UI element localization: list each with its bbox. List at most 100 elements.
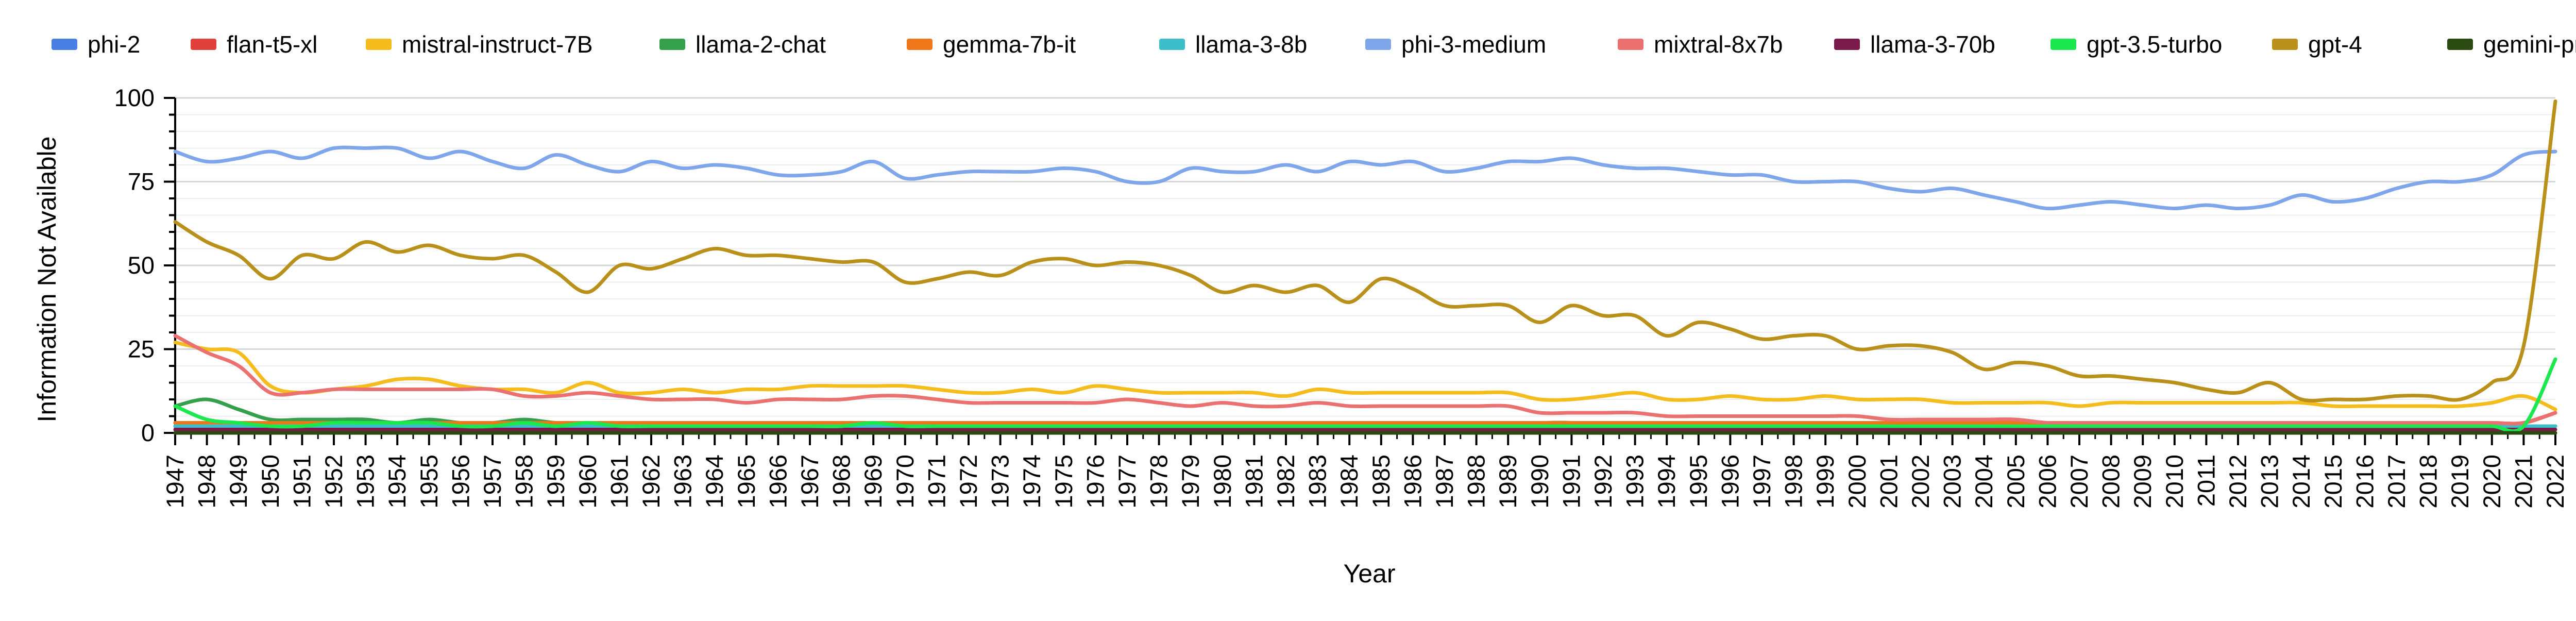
legend-item: gpt-4 (2272, 31, 2362, 58)
x-tick-label: 2017 (2383, 455, 2410, 509)
x-tick-label: 1974 (1018, 455, 1045, 509)
legend-item: gpt-3.5-turbo (2050, 31, 2222, 58)
x-tick-label: 1979 (1177, 455, 1204, 509)
x-tick-label: 1957 (479, 455, 506, 509)
legend-label: mixtral-8x7b (1654, 31, 1783, 58)
x-tick-label: 1961 (605, 455, 633, 509)
x-tick-label: 1980 (1209, 455, 1236, 509)
x-tick-label: 2006 (2033, 455, 2061, 509)
x-tick-label: 2010 (2161, 455, 2188, 509)
x-tick-label: 1950 (257, 455, 284, 509)
x-tick-label: 2009 (2129, 455, 2156, 509)
x-tick-label: 2012 (2224, 455, 2251, 509)
x-tick-label: 1986 (1399, 455, 1426, 509)
x-tick-label: 1969 (859, 455, 887, 509)
x-tick-label: 1981 (1240, 455, 1267, 509)
legend-item: llama-3-70b (1834, 31, 1995, 58)
x-tick-label: 2011 (2192, 455, 2219, 507)
x-tick-label: 2013 (2256, 455, 2283, 509)
x-tick-label: 1948 (193, 455, 221, 509)
y-tick-label: 25 (128, 335, 155, 363)
grid-lines (175, 97, 2555, 434)
x-tick-label: 1947 (161, 455, 189, 509)
x-tick-label: 2002 (1907, 455, 1934, 509)
x-tick-label: 2014 (2287, 455, 2315, 509)
legend-swatch (1834, 39, 1860, 50)
x-tick-label: 1966 (764, 455, 791, 509)
series-line-mixtral-8x7b (173, 334, 2557, 426)
legend-swatch (191, 39, 216, 50)
series-line-phi-3-medium (173, 145, 2557, 211)
x-tick-label: 1968 (828, 455, 855, 509)
legend-label: gemini-pro (2483, 31, 2576, 58)
legend-item: mixtral-8x7b (1618, 31, 1783, 58)
y-tick-label: 100 (114, 84, 155, 111)
legend-item: llama-3-8b (1159, 31, 1307, 58)
x-tick-label: 1997 (1748, 455, 1775, 509)
x-tick-label: 2001 (1875, 455, 1902, 509)
x-tick-label: 1991 (1557, 455, 1585, 509)
legend-swatch (52, 39, 77, 50)
legend-label: mistral-instruct-7B (402, 31, 593, 58)
x-axis-title: Year (1343, 559, 1395, 588)
legend-item: mistral-instruct-7B (366, 31, 593, 58)
x-tick-label: 1982 (1272, 455, 1299, 509)
x-tick-label: 1999 (1811, 455, 1839, 509)
x-tick-label: 1951 (288, 455, 315, 509)
x-tick-label: 1996 (1716, 455, 1743, 509)
legend-item: phi-2 (52, 31, 140, 58)
x-tick-label: 1984 (1335, 455, 1363, 509)
x-tick-label: 1976 (1081, 455, 1109, 509)
x-tick-label: 1965 (733, 455, 760, 509)
legend: phi-2 flan-t5-xl mistral-instruct-7B llama-… (52, 31, 2576, 58)
legend-item: phi-3-medium (1365, 31, 1546, 58)
series-line-mistral-instruct-7B (173, 341, 2557, 411)
legend-swatch (2272, 39, 2298, 50)
x-tick-label: 1963 (669, 455, 697, 509)
x-tick-label: 1952 (320, 455, 347, 509)
legend-item: gemma-7b-it (907, 31, 1076, 58)
x-tick-label: 1988 (1463, 455, 1490, 509)
y-tick-label: 0 (141, 419, 155, 446)
legend-item: llama-2-chat (659, 31, 826, 58)
y-axis-title: Information Not Available (32, 137, 61, 423)
x-tick-label: 1973 (987, 455, 1014, 509)
x-tick-label: 1987 (1431, 455, 1458, 509)
x-tick-label: 1977 (1113, 455, 1141, 509)
x-tick-label: 1978 (1145, 455, 1173, 509)
legend-swatch (366, 39, 392, 50)
x-tick-label: 1993 (1621, 455, 1649, 509)
x-tick-label: 1971 (923, 455, 950, 509)
legend-label: phi-3-medium (1401, 31, 1546, 58)
y-tick-label: 75 (128, 168, 155, 195)
x-tick-label: 1962 (637, 455, 665, 509)
legend-label: gpt-3.5-turbo (2087, 31, 2222, 58)
x-tick-label: 1990 (1526, 455, 1553, 509)
legend-swatch (2050, 39, 2076, 50)
x-tick-label: 1959 (542, 455, 569, 509)
series-line-gpt-4 (173, 99, 2557, 402)
series-line-gpt-3.5-turbo (173, 357, 2557, 433)
x-tick-label: 1960 (574, 455, 601, 509)
x-tick-label: 1953 (352, 455, 379, 509)
x-tick-label: 1949 (225, 455, 252, 509)
x-tick-label: 2019 (2446, 455, 2473, 509)
x-tick-label: 2003 (1939, 455, 1966, 509)
x-tick-label: 1958 (511, 455, 538, 509)
x-tick-label: 1995 (1685, 455, 1712, 509)
x-tick-label: 1992 (1589, 455, 1617, 509)
x-tick-label: 1998 (1780, 455, 1807, 509)
x-tick-label: 1989 (1494, 455, 1521, 509)
series-lines (173, 99, 2557, 435)
x-tick-label: 1970 (891, 455, 919, 509)
legend-item: gemini-pro (2447, 31, 2576, 58)
x-tick-label: 1994 (1653, 455, 1680, 509)
x-tick-label: 1967 (796, 455, 823, 509)
x-tick-label: 2008 (2097, 455, 2125, 509)
x-tick-label: 2015 (2319, 455, 2347, 509)
x-tick-label: 1964 (701, 455, 728, 509)
legend-label: llama-3-70b (1870, 31, 1995, 58)
x-tick-label: 2022 (2541, 455, 2569, 509)
